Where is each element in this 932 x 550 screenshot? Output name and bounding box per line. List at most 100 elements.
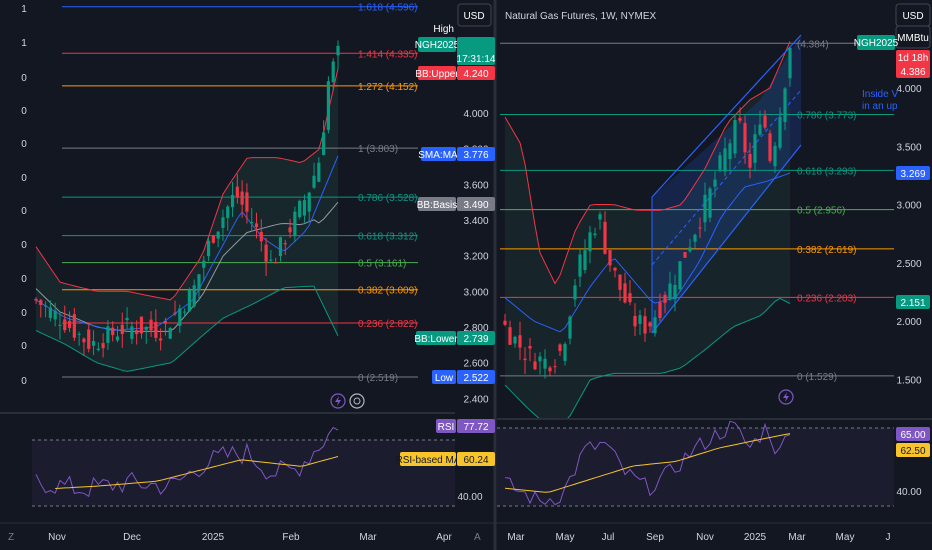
left-candle — [111, 321, 115, 342]
svg-text:4.386: 4.386 — [900, 67, 925, 78]
right-rsi-ma-badge: 62.50 — [896, 443, 930, 457]
right-time-axis[interactable]: Mar May Jul Sep Nov 2025 Mar May J — [507, 532, 890, 543]
right-candle — [628, 280, 632, 306]
right-bollinger-fill — [505, 41, 790, 426]
dividend-icon[interactable] — [349, 393, 365, 409]
svg-text:BB:Lower: BB:Lower — [414, 334, 458, 345]
right-currency-box[interactable]: USD — [895, 3, 931, 27]
right-candle — [783, 87, 787, 131]
left-candle — [173, 300, 177, 316]
left-price-tick: 3.600 — [463, 180, 488, 191]
svg-text:MMBtu: MMBtu — [897, 33, 929, 44]
left-candle — [135, 320, 139, 345]
right-candle — [698, 217, 702, 238]
right-price-tick: 2.500 — [896, 259, 921, 270]
right-candle — [558, 343, 562, 357]
right-time-tick: J — [886, 532, 891, 543]
left-candles — [34, 40, 340, 358]
left-edge-tick: 0 — [21, 240, 27, 251]
svg-text:4.240: 4.240 — [463, 69, 488, 80]
right-candle — [708, 186, 712, 223]
left-candle — [159, 328, 163, 351]
left-price-tick: 2.600 — [463, 359, 488, 370]
left-candle — [322, 120, 326, 156]
right-fib-label: 0.236 (2.203) — [797, 293, 857, 304]
left-rsi-pane[interactable] — [0, 414, 455, 522]
left-candle — [106, 320, 110, 350]
right-time-tick: Mar — [507, 532, 525, 543]
left-candle — [235, 174, 239, 204]
left-candle — [154, 309, 158, 342]
right-candle — [778, 107, 782, 151]
left-fib-label: 0.5 (3.161) — [358, 259, 406, 270]
right-time-tick: May — [556, 532, 575, 543]
left-candle — [274, 257, 278, 264]
right-candle — [768, 129, 772, 164]
right-rsi-pane[interactable] — [497, 420, 894, 522]
left-time-axis[interactable]: Nov Dec 2025 Feb Mar Apr — [48, 532, 452, 543]
left-candle — [120, 312, 124, 348]
left-rsi-tick: 40.00 — [457, 492, 482, 503]
right-rsi-tick: 40.00 — [896, 487, 921, 498]
right-rsi-line — [504, 420, 791, 506]
right-lightning-icon[interactable] — [778, 389, 794, 405]
left-time-tick: Apr — [436, 532, 452, 543]
right-bb-upper-line — [504, 41, 791, 285]
svg-text:60.24: 60.24 — [463, 455, 488, 466]
right-candle — [763, 110, 767, 130]
left-candle — [144, 325, 148, 345]
right-candle — [543, 349, 547, 379]
left-currency-box[interactable]: USD — [457, 3, 492, 27]
svg-text:High: High — [433, 24, 454, 35]
left-sma-line — [35, 155, 339, 331]
right-time-tick: Jul — [602, 532, 615, 543]
right-unit-box[interactable]: MMBtu — [895, 25, 931, 49]
right-symbol-badge: NGH2025 — [854, 35, 899, 50]
left-candle — [53, 302, 57, 327]
svg-text:2.151: 2.151 — [900, 298, 925, 309]
left-price-tick: 3.200 — [463, 252, 488, 263]
a-button[interactable]: A — [474, 532, 481, 543]
right-candle — [668, 271, 672, 301]
right-candle — [503, 313, 507, 327]
left-edge-tick: 0 — [21, 341, 27, 352]
left-chart-pane[interactable]: 1.618 (4.596) 1.414 (4.335) 1.272 (4.152) 1… — [0, 0, 455, 412]
left-candle — [298, 199, 302, 220]
left-candle — [192, 279, 196, 308]
lightning-icon[interactable] — [330, 393, 346, 409]
left-price-tick: 2.800 — [463, 323, 488, 334]
svg-text:17:31:14: 17:31:14 — [457, 54, 496, 65]
left-candle — [302, 194, 307, 223]
left-candle — [149, 311, 153, 337]
left-candle — [96, 342, 100, 352]
right-rsi-ma-line — [504, 433, 791, 493]
left-candle — [269, 249, 273, 264]
left-candle — [82, 337, 86, 356]
right-candle — [648, 321, 652, 333]
left-candle — [326, 76, 331, 134]
svg-text:USD: USD — [902, 11, 923, 22]
left-fib-retracement[interactable]: 1.618 (4.596) 1.414 (4.335) 1.272 (4.152) 1… — [62, 3, 418, 384]
left-bb-upper-line — [35, 68, 339, 301]
left-candle — [254, 212, 259, 239]
right-price-axis[interactable]: 4.000 3.500 3.000 2.500 2.000 1.500 — [896, 84, 921, 386]
right-fib-label: 0.786 (3.773) — [797, 110, 857, 121]
left-fib-label: 0.786 (3.528) — [358, 193, 418, 204]
right-chart-pane[interactable]: (4.384) 0.786 (3.773) 0.618 (3.293) 0.5 (2.… — [497, 0, 894, 426]
z-button[interactable]: Z — [8, 532, 14, 543]
left-symbol-badge: NGH2025 — [415, 37, 460, 52]
left-candle — [293, 206, 297, 243]
left-time-tick: Nov — [48, 532, 66, 543]
left-candle — [168, 326, 172, 340]
left-bollinger-fill — [36, 68, 338, 372]
svg-text:3.269: 3.269 — [900, 169, 925, 180]
right-fib-retracement[interactable]: (4.384) 0.786 (3.773) 0.618 (3.293) 0.5 (2.… — [500, 39, 894, 383]
left-edge-tick: 0 — [21, 173, 27, 184]
svg-text:2.522: 2.522 — [463, 373, 488, 384]
left-candle — [63, 305, 67, 333]
right-fib-label: 0.5 (2.956) — [797, 206, 845, 217]
left-fib-label: 0.382 (3.009) — [358, 286, 418, 297]
left-candle — [67, 311, 72, 333]
right-candle — [538, 352, 542, 375]
